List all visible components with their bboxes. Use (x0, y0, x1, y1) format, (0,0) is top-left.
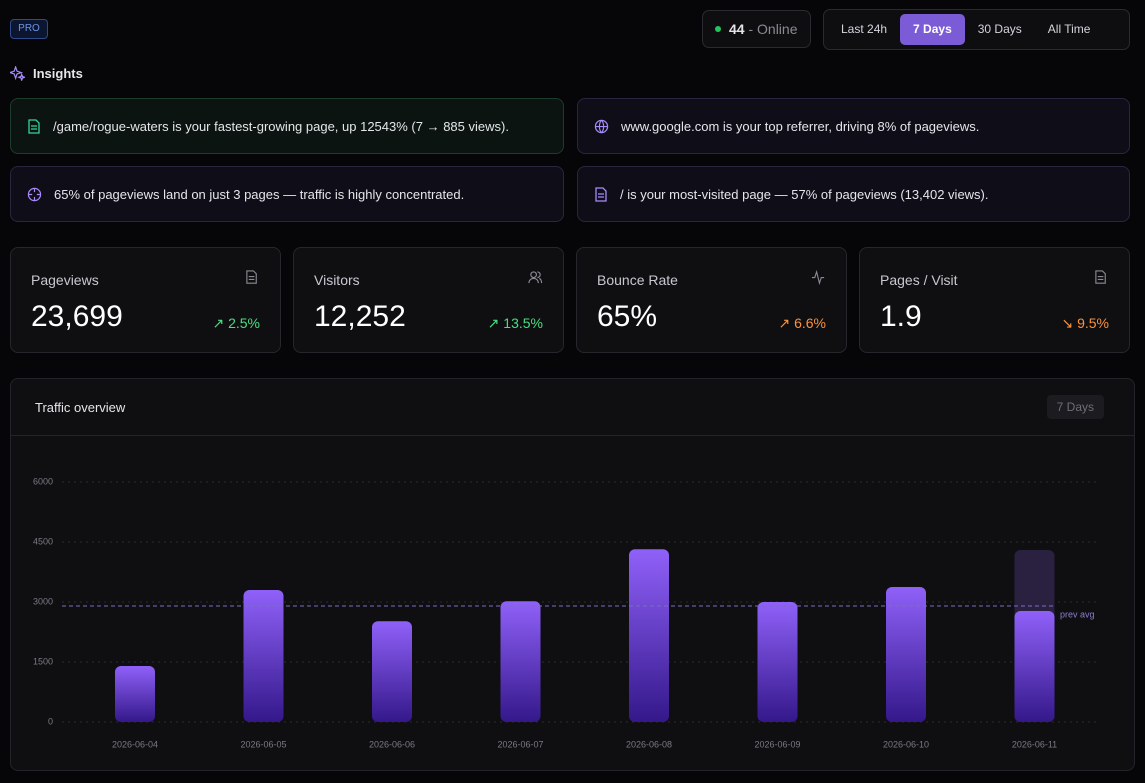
insight-card: /game/rogue-waters is your fastest-growi… (10, 98, 564, 154)
range-option[interactable]: 7 Days (900, 14, 965, 45)
insight-text: www.google.com is your top referrer, dri… (621, 118, 980, 134)
insight-card: www.google.com is your top referrer, dri… (577, 98, 1130, 154)
stat-icon (811, 270, 825, 285)
x-tick-label: 2026-06-05 (240, 739, 286, 749)
bar (500, 601, 541, 722)
stat-icon (528, 271, 543, 284)
range-option[interactable]: All Time (1047, 22, 1091, 36)
insight-text: / is your most-visited page — 57% of pag… (620, 186, 989, 202)
chart-range-badge: 7 Days (1046, 395, 1104, 419)
divider (11, 435, 1134, 436)
stat-icon (246, 270, 257, 284)
insight-card: / is your most-visited page — 57% of pag… (577, 166, 1130, 222)
stat-label: Visitors (314, 272, 360, 288)
page-icon (28, 118, 40, 134)
insight-text: /game/rogue-waters is your fastest-growi… (53, 118, 509, 134)
sparkle-icon (10, 66, 25, 81)
range-option[interactable]: 30 Days (977, 22, 1022, 36)
bar (115, 666, 155, 722)
x-tick-label: 2026-06-09 (754, 739, 800, 749)
stat-card: Pageviews 23,699 ↗ 2.5% (10, 247, 281, 353)
x-tick-label: 2026-06-08 (626, 739, 672, 749)
page-icon (595, 186, 607, 202)
pro-badge: PRO (10, 19, 48, 39)
stat-value: 65% (597, 300, 658, 333)
insights-title: Insights (33, 66, 83, 81)
stat-value: 12,252 (314, 300, 406, 333)
x-tick-label: 2026-06-06 (369, 739, 415, 749)
insight-text: 65% of pageviews land on just 3 pages — … (54, 186, 465, 202)
stat-label: Pages / Visit (880, 272, 958, 288)
range-selector: Last 24h 7 Days 30 Days All Time (823, 9, 1130, 50)
stat-value: 23,699 (31, 300, 123, 333)
target-icon (27, 187, 42, 201)
stat-card: Visitors 12,252 ↗ 13.5% (293, 247, 564, 353)
stat-value: 1.9 (880, 300, 922, 333)
x-tick-label: 2026-06-07 (497, 739, 543, 749)
bar (1014, 611, 1055, 722)
insight-card: 65% of pageviews land on just 3 pages — … (10, 166, 564, 222)
range-option[interactable]: Last 24h (841, 22, 888, 36)
reference-label: prev avg (1060, 609, 1095, 619)
bar (886, 587, 926, 722)
stat-card: Bounce Rate 65% ↗ 6.6% (576, 247, 847, 353)
stat-card: Pages / Visit 1.9 ↘ 9.5% (859, 247, 1130, 353)
x-tick-label: 2026-06-11 (1012, 739, 1057, 749)
stat-change: ↗ 6.6% (778, 315, 826, 331)
stat-change: ↗ 2.5% (212, 315, 260, 331)
globe-icon (594, 119, 609, 133)
stat-label: Bounce Rate (597, 272, 678, 288)
y-tick-label: 6000 (33, 476, 53, 486)
stat-label: Pageviews (31, 272, 99, 288)
stat-change: ↗ 13.5% (487, 315, 543, 331)
insights-heading: Insights (10, 66, 83, 81)
bar (243, 590, 284, 722)
stat-icon (1095, 270, 1106, 284)
y-tick-label: 4500 (33, 536, 53, 546)
bar (629, 549, 669, 722)
online-pill: 44 - Online (702, 10, 811, 48)
traffic-card: Traffic overview 7 Days 0 1500 3000 4500 600… (10, 378, 1135, 771)
chart: 0 1500 3000 4500 6000 2026-06-04 2026-06-05 202… (33, 476, 1100, 749)
bar (757, 602, 798, 722)
stat-change: ↘ 9.5% (1061, 315, 1109, 331)
y-tick-label: 1500 (33, 656, 53, 666)
online-label: - Online (748, 21, 798, 37)
online-count: 44 (729, 21, 745, 37)
bar (372, 621, 412, 722)
x-tick-label: 2026-06-04 (112, 739, 158, 749)
y-tick-label: 0 (48, 716, 53, 726)
chart-title: Traffic overview (35, 400, 126, 415)
x-tick-label: 2026-06-10 (883, 739, 929, 749)
y-tick-label: 3000 (33, 596, 53, 606)
